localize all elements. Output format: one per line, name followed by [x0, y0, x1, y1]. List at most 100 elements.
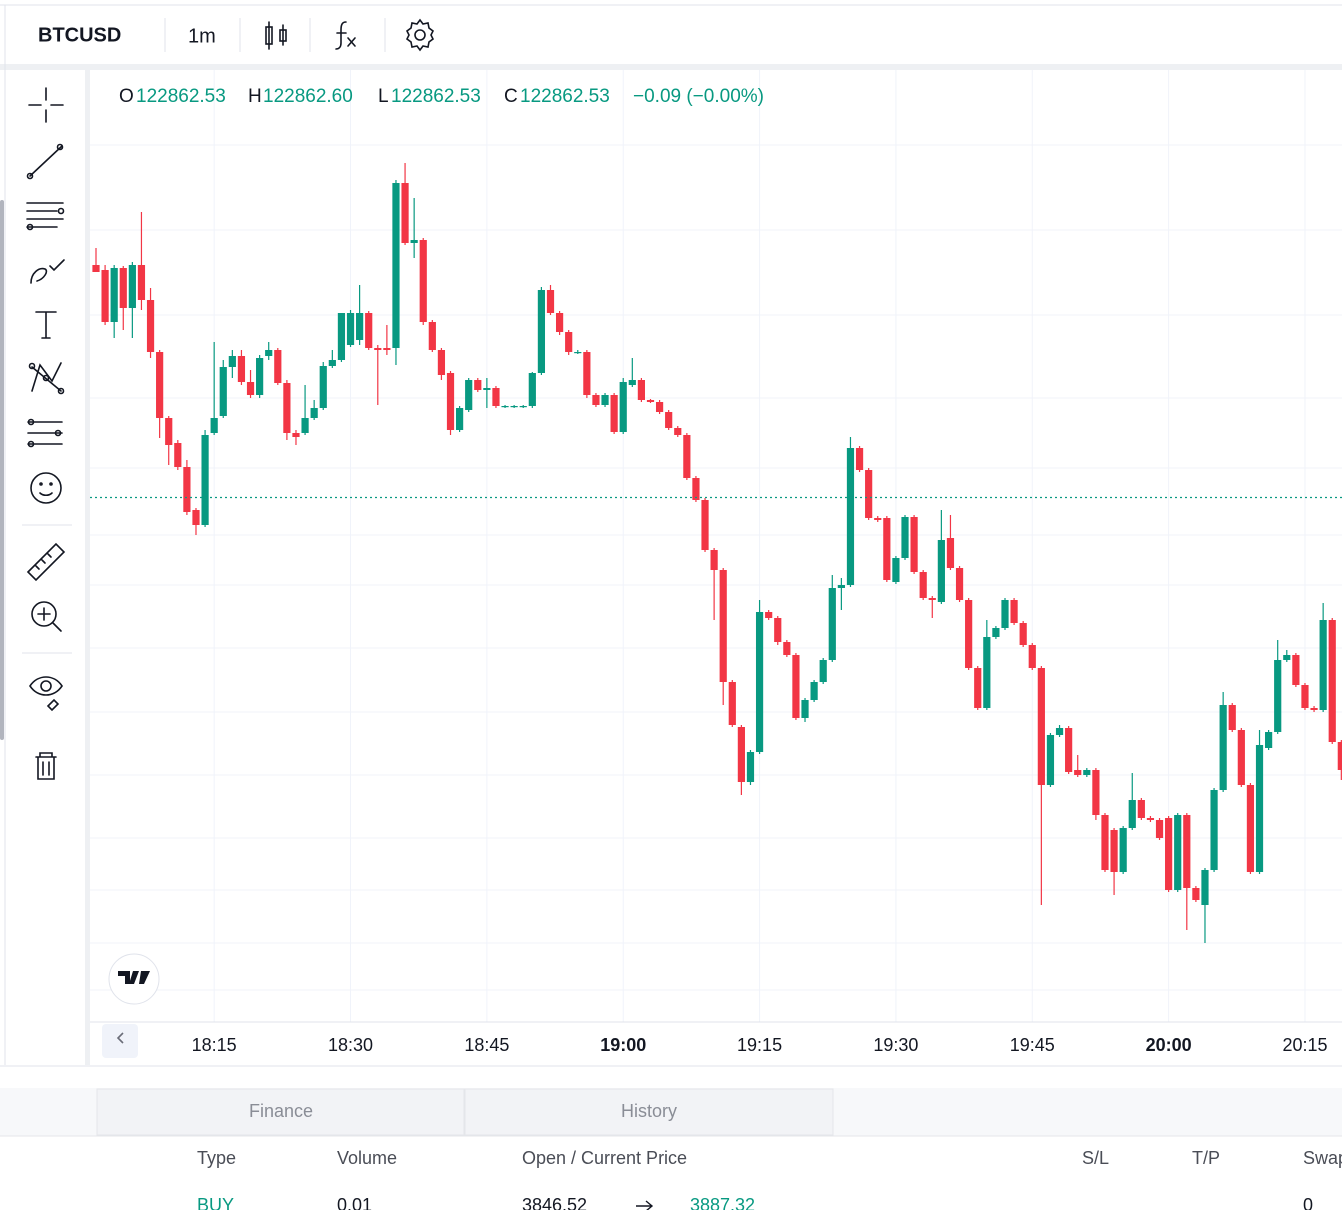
- column-header: T/P: [1192, 1148, 1220, 1168]
- candle-body: [837, 585, 845, 588]
- candle-body: [555, 313, 564, 332]
- candle-body: [1137, 800, 1145, 818]
- candle-body: [1046, 735, 1055, 785]
- x-tick-label: 18:45: [464, 1035, 509, 1055]
- candle-body: [683, 435, 691, 478]
- x-tick-label: 19:15: [737, 1035, 782, 1055]
- candle-body: [819, 660, 827, 682]
- indicators-button[interactable]: [335, 21, 356, 50]
- x-tick-label: 20:15: [1282, 1035, 1327, 1055]
- measure-tools[interactable]: [26, 542, 66, 632]
- tv-logo: [108, 953, 160, 1005]
- candle-body: [401, 183, 409, 243]
- candle-body: [1192, 888, 1200, 900]
- legend-label: O: [119, 86, 134, 107]
- candle-body: [737, 727, 745, 782]
- candle-body: [365, 313, 373, 348]
- tab[interactable]: [96, 1088, 465, 1136]
- top-toolbar: [0, 0, 1342, 66]
- candle-body: [1155, 820, 1164, 838]
- candle-body: [1055, 728, 1064, 735]
- legend-change: −0.09 (−0.00%): [633, 86, 764, 107]
- candle-body: [628, 380, 636, 385]
- candle-body: [1337, 742, 1342, 770]
- table-row[interactable]: BUY 0.01 3846.52 3887.32 0: [197, 1195, 1313, 1210]
- candle-body: [528, 373, 536, 406]
- x-tick-label: 19:45: [1010, 1035, 1055, 1055]
- candle-body: [456, 408, 464, 430]
- candle-body: [1265, 732, 1273, 748]
- table-header: Type Volume Open / Current Price S/L T/P…: [197, 1148, 1342, 1168]
- column-header: Swap: [1303, 1148, 1342, 1168]
- candle-body: [483, 388, 491, 390]
- chart-type-button[interactable]: [265, 21, 287, 50]
- candle-body: [728, 682, 736, 725]
- candle-body: [1001, 600, 1009, 628]
- tab[interactable]: [464, 1088, 834, 1136]
- candle-body: [946, 538, 955, 568]
- candle-body: [765, 612, 773, 618]
- candle-body: [774, 618, 782, 642]
- candle-body: [210, 418, 218, 433]
- candle-body: [328, 360, 336, 366]
- column-header: S/L: [1082, 1148, 1109, 1168]
- candle-body: [1146, 818, 1155, 820]
- symbol[interactable]: BTCUSD: [38, 24, 121, 46]
- legend-value: 122862.53: [391, 86, 481, 107]
- candle-body: [519, 406, 527, 408]
- candle-body: [465, 380, 473, 410]
- drawing-tools[interactable]: [26, 87, 65, 504]
- settings-button[interactable]: [405, 18, 435, 52]
- candle-body: [1119, 828, 1127, 872]
- candle-body: [1210, 790, 1218, 870]
- candle-body: [610, 395, 618, 432]
- candle-body: [719, 570, 727, 682]
- candle-body: [246, 382, 255, 395]
- candle-body: [1110, 830, 1118, 872]
- candle-body: [665, 412, 673, 428]
- scrollbar: [0, 200, 4, 740]
- candle-body: [165, 418, 173, 445]
- candle-body: [1183, 815, 1191, 888]
- panel-gap: [0, 1065, 1342, 1089]
- candle-body: [156, 352, 164, 418]
- candle-body: [1083, 770, 1091, 775]
- tab-label[interactable]: Finance: [249, 1101, 313, 1121]
- candle-body: [174, 443, 182, 467]
- scroll-left-button[interactable]: [102, 1024, 138, 1058]
- candle-body: [374, 348, 382, 350]
- candle-body: [1228, 705, 1236, 730]
- candle-body: [846, 448, 855, 585]
- candle-body: [619, 382, 627, 432]
- candle-body: [537, 290, 546, 373]
- candle-body: [755, 612, 764, 752]
- candle-body: [937, 540, 945, 602]
- candle-body: [974, 668, 982, 708]
- candle-body: [474, 380, 482, 390]
- volume: 0.01: [337, 1195, 372, 1210]
- candle-body: [274, 350, 282, 383]
- candle-body: [1246, 785, 1255, 872]
- candle-body: [965, 600, 973, 668]
- candle-body: [492, 388, 500, 406]
- candle-body: [746, 752, 755, 782]
- column-header: Volume: [337, 1148, 397, 1168]
- candle-body: [583, 352, 591, 395]
- candle-body: [146, 300, 155, 352]
- candle-body: [801, 700, 809, 718]
- ohlc-legend: O 122862.53 H 122862.60 L 122862.53 C 12…: [119, 86, 764, 107]
- candle-body: [983, 637, 991, 708]
- candle-body: [783, 642, 791, 655]
- candle-body: [792, 655, 800, 718]
- candle-body: [1237, 730, 1245, 785]
- grid: [90, 70, 1342, 1022]
- tab-label[interactable]: History: [621, 1101, 677, 1121]
- candle-body: [910, 517, 918, 572]
- candle-body: [1101, 815, 1109, 870]
- visibility-tools[interactable]: [29, 676, 63, 780]
- candle-body: [919, 572, 927, 598]
- candle-body: [601, 395, 609, 405]
- interval[interactable]: 1m: [188, 25, 216, 47]
